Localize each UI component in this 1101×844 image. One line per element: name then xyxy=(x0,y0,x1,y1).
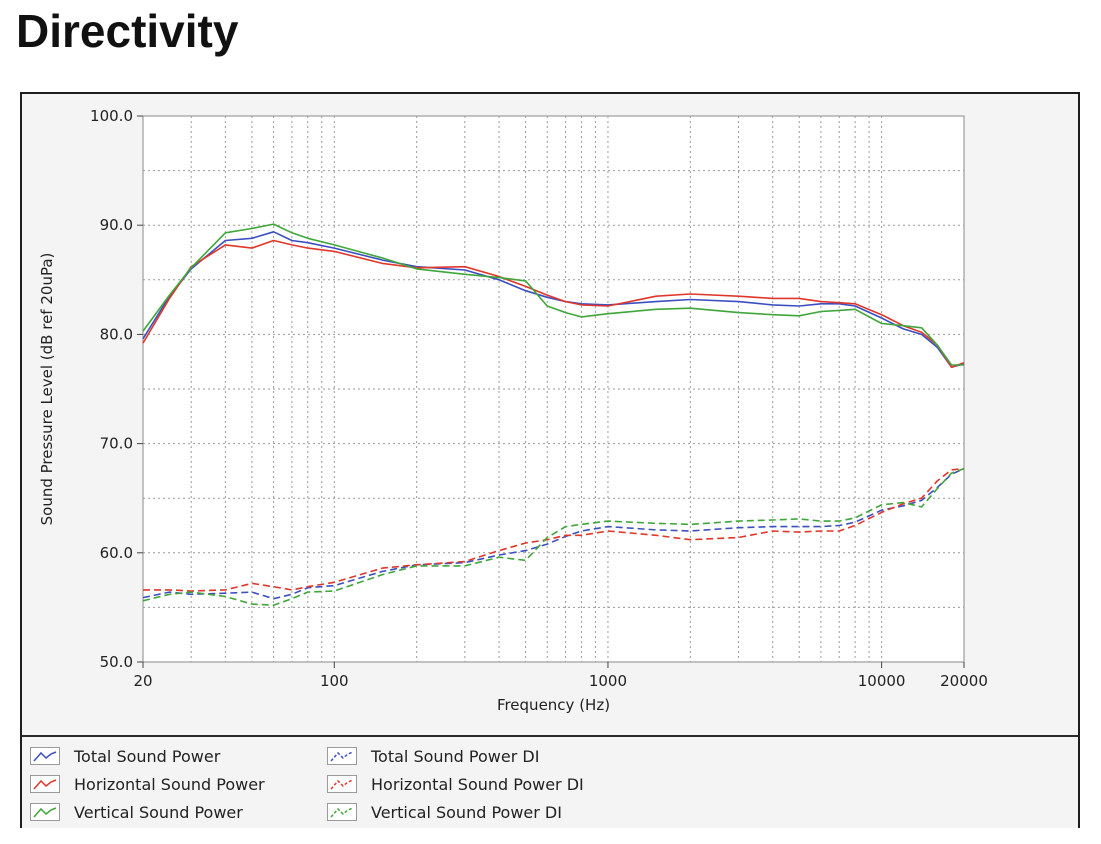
series-line-2 xyxy=(142,239,965,369)
chart-plot: 50.0 60.0 70.0 80.0 90.0 100.0 20 100 1000 10000 2… xyxy=(38,107,988,714)
legend-label: Total Sound Power DI xyxy=(371,746,540,766)
legend-swatch-icon xyxy=(30,747,60,765)
legend-swatch-icon xyxy=(30,775,60,793)
legend-swatch-icon xyxy=(327,775,357,793)
x-tick-label: 20 xyxy=(133,672,152,690)
x-tick-label: 20000 xyxy=(940,672,988,690)
legend-item: Horizontal Sound Power xyxy=(30,773,265,795)
y-tick-label: 80.0 xyxy=(100,325,133,343)
legend-item: Total Sound Power DI xyxy=(327,745,539,767)
legend-label: Total Sound Power xyxy=(74,746,221,766)
legend-swatch-icon xyxy=(327,747,357,765)
x-tick-label: 100 xyxy=(320,672,349,690)
x-tick-label: 1000 xyxy=(589,672,627,690)
y-tick-label: 100.0 xyxy=(90,107,133,125)
legend-label: Horizontal Sound Power DI xyxy=(371,774,584,794)
grid xyxy=(143,116,964,662)
x-tick-label: 10000 xyxy=(858,672,906,690)
y-axis-title: Sound Pressure Level (dB ref 20uPa) xyxy=(38,253,56,526)
legend-item: Vertical Sound Power xyxy=(30,801,243,823)
series-line-5 xyxy=(143,467,965,592)
y-tick-label: 50.0 xyxy=(100,653,133,671)
legend-label: Vertical Sound Power xyxy=(74,802,243,822)
legend-item: Vertical Sound Power DI xyxy=(327,801,562,823)
y-tick-label: 60.0 xyxy=(100,544,133,562)
page-title: Directivity xyxy=(16,5,239,57)
legend-item: Horizontal Sound Power DI xyxy=(327,773,584,795)
legend-label: Horizontal Sound Power xyxy=(74,774,265,794)
y-tick-label: 90.0 xyxy=(100,216,133,234)
series-line-3 xyxy=(142,223,964,366)
legend-swatch-icon xyxy=(327,803,357,821)
x-axis-title: Frequency (Hz) xyxy=(497,696,610,714)
series-line-6 xyxy=(142,467,965,607)
chart-frame: 50.0 60.0 70.0 80.0 90.0 100.0 20 100 1000 10000 2… xyxy=(20,92,1080,828)
y-tick-label: 70.0 xyxy=(100,435,133,453)
series-line-4 xyxy=(142,467,965,600)
chart-legend: Total Sound Power Horizontal Sound Power V… xyxy=(22,735,1078,828)
legend-item: Total Sound Power xyxy=(30,745,220,767)
legend-label: Vertical Sound Power DI xyxy=(371,802,562,822)
legend-swatch-icon xyxy=(30,803,60,821)
